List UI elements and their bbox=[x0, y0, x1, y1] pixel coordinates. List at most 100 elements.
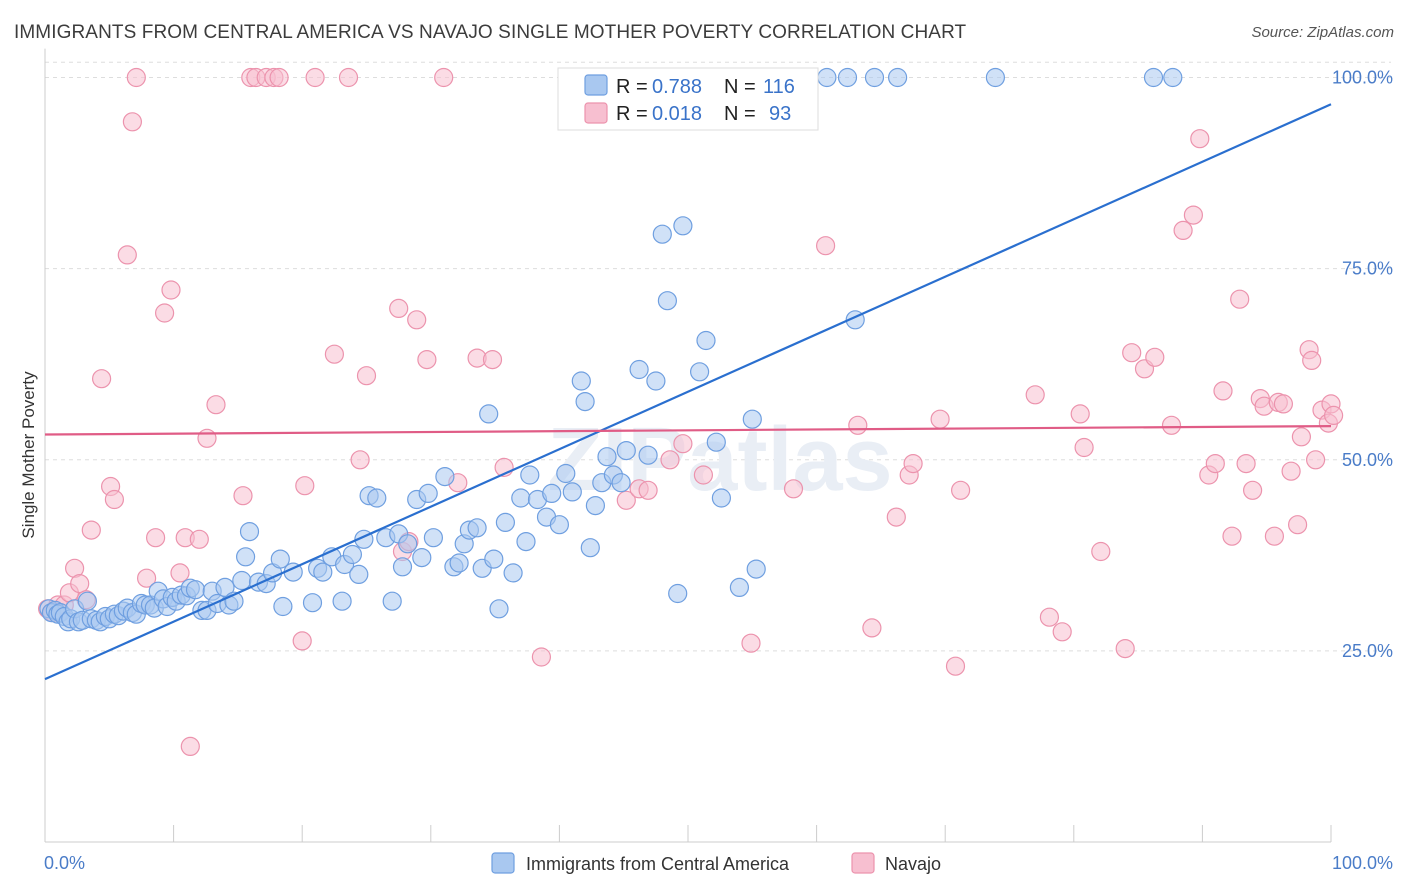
navajo-point bbox=[482, 350, 503, 370]
central-america-point bbox=[638, 445, 658, 465]
legend-n-label-2: N = bbox=[724, 103, 756, 125]
central-america-point bbox=[77, 591, 98, 611]
central-america-point bbox=[729, 577, 750, 598]
navajo-point bbox=[295, 476, 315, 496]
navajo-point bbox=[91, 369, 112, 389]
navajo-point bbox=[155, 303, 175, 323]
central-america-point bbox=[837, 67, 858, 88]
navajo-point bbox=[1173, 220, 1193, 240]
central-america-point bbox=[236, 547, 256, 567]
central-america-point bbox=[646, 371, 666, 391]
x-tick-label: 100.0% bbox=[1332, 853, 1393, 873]
navajo-point bbox=[1213, 381, 1233, 401]
central-america-point bbox=[367, 488, 387, 508]
central-america-point bbox=[313, 562, 333, 582]
central-america-point bbox=[185, 580, 206, 600]
navajo-point bbox=[1273, 394, 1294, 414]
navajo-point bbox=[1091, 541, 1111, 562]
central-america-point bbox=[349, 564, 369, 585]
central-america-point bbox=[657, 291, 678, 311]
central-america-point bbox=[673, 216, 693, 236]
central-america-point bbox=[597, 447, 617, 467]
y-axis-label: Single Mother Poverty bbox=[19, 371, 38, 539]
chart-source: Source: ZipAtlas.com bbox=[1251, 24, 1394, 41]
legend-r-label-1: R = bbox=[616, 76, 648, 98]
central-america-point bbox=[398, 534, 418, 554]
legend-swatch-pink bbox=[584, 102, 608, 124]
navajo-point bbox=[324, 344, 344, 364]
navajo-point bbox=[930, 409, 950, 429]
navajo-point bbox=[146, 528, 166, 548]
series-legend-swatch-pink bbox=[851, 852, 875, 874]
navajo-point bbox=[233, 486, 253, 506]
navajo-points bbox=[37, 67, 1344, 757]
central-america-point bbox=[270, 549, 290, 569]
central-america-point bbox=[696, 330, 716, 351]
series-legend-label-pink: Navajo bbox=[885, 854, 941, 874]
navajo-point bbox=[1242, 480, 1263, 500]
central-america-point bbox=[585, 496, 606, 516]
central-america-point bbox=[467, 518, 487, 538]
navajo-point bbox=[104, 489, 125, 510]
navajo-point bbox=[70, 573, 90, 594]
navajo-point bbox=[1287, 515, 1308, 535]
central-america-point bbox=[580, 538, 600, 558]
central-america-point bbox=[516, 531, 536, 552]
central-america-point bbox=[652, 224, 672, 244]
central-america-point bbox=[332, 591, 352, 611]
central-america-point bbox=[418, 483, 438, 503]
central-america-point bbox=[556, 463, 576, 484]
navajo-point bbox=[338, 67, 359, 88]
navajo-point bbox=[1115, 638, 1135, 659]
navajo-point bbox=[1222, 526, 1242, 546]
central-america-trend-line bbox=[44, 103, 1332, 681]
central-america-point bbox=[742, 409, 762, 429]
central-america-point bbox=[706, 432, 726, 452]
navajo-point bbox=[1302, 350, 1322, 370]
central-america-point bbox=[273, 596, 293, 617]
legend-n-value-2: 93 bbox=[769, 103, 791, 125]
series-legend-label-blue: Immigrants from Central America bbox=[526, 854, 790, 874]
central-america-point bbox=[549, 515, 570, 535]
navajo-point bbox=[1183, 205, 1204, 225]
navajo-point bbox=[616, 490, 636, 510]
navajo-point bbox=[305, 67, 325, 88]
y-tick-label: 50.0% bbox=[1342, 450, 1393, 470]
navajo-point bbox=[269, 67, 289, 88]
central-america-point bbox=[392, 557, 413, 577]
navajo-point bbox=[945, 656, 966, 676]
central-america-point bbox=[616, 441, 636, 461]
x-tick-label: 0.0% bbox=[44, 853, 85, 873]
central-america-point bbox=[511, 488, 531, 508]
series-legend: Immigrants from Central America Navajo bbox=[491, 852, 941, 874]
navajo-point bbox=[1281, 461, 1301, 481]
navajo-point bbox=[1161, 415, 1182, 435]
navajo-point bbox=[903, 454, 923, 474]
navajo-point bbox=[1323, 405, 1344, 425]
legend-n-label-1: N = bbox=[724, 76, 756, 98]
navajo-point bbox=[1039, 607, 1060, 627]
navajo-point bbox=[350, 450, 370, 470]
correlation-legend: R = 0.788 N = 116 R = 0.018 N = 93 bbox=[557, 67, 819, 131]
navajo-point bbox=[1230, 289, 1250, 309]
navajo-point bbox=[1205, 454, 1225, 474]
central-america-point bbox=[689, 362, 710, 382]
navajo-point bbox=[389, 298, 409, 318]
navajo-point bbox=[1070, 404, 1090, 424]
navajo-point bbox=[434, 67, 454, 88]
navajo-point bbox=[531, 647, 552, 667]
navajo-point bbox=[783, 479, 804, 499]
chart-title: IMMIGRANTS FROM CENTRAL AMERICA VS NAVAJ… bbox=[14, 22, 967, 43]
series-legend-swatch-blue bbox=[491, 852, 515, 874]
navajo-point bbox=[1236, 454, 1256, 474]
central-america-point bbox=[435, 467, 455, 487]
navajo-point bbox=[417, 350, 437, 370]
navajo-point bbox=[886, 507, 906, 527]
central-america-point bbox=[479, 404, 499, 424]
navajo-point bbox=[950, 480, 971, 500]
y-tick-label: 25.0% bbox=[1342, 641, 1393, 661]
y-tick-label: 75.0% bbox=[1342, 259, 1393, 279]
navajo-point bbox=[1264, 526, 1285, 546]
navajo-point bbox=[1025, 385, 1045, 405]
navajo-point bbox=[356, 366, 377, 386]
